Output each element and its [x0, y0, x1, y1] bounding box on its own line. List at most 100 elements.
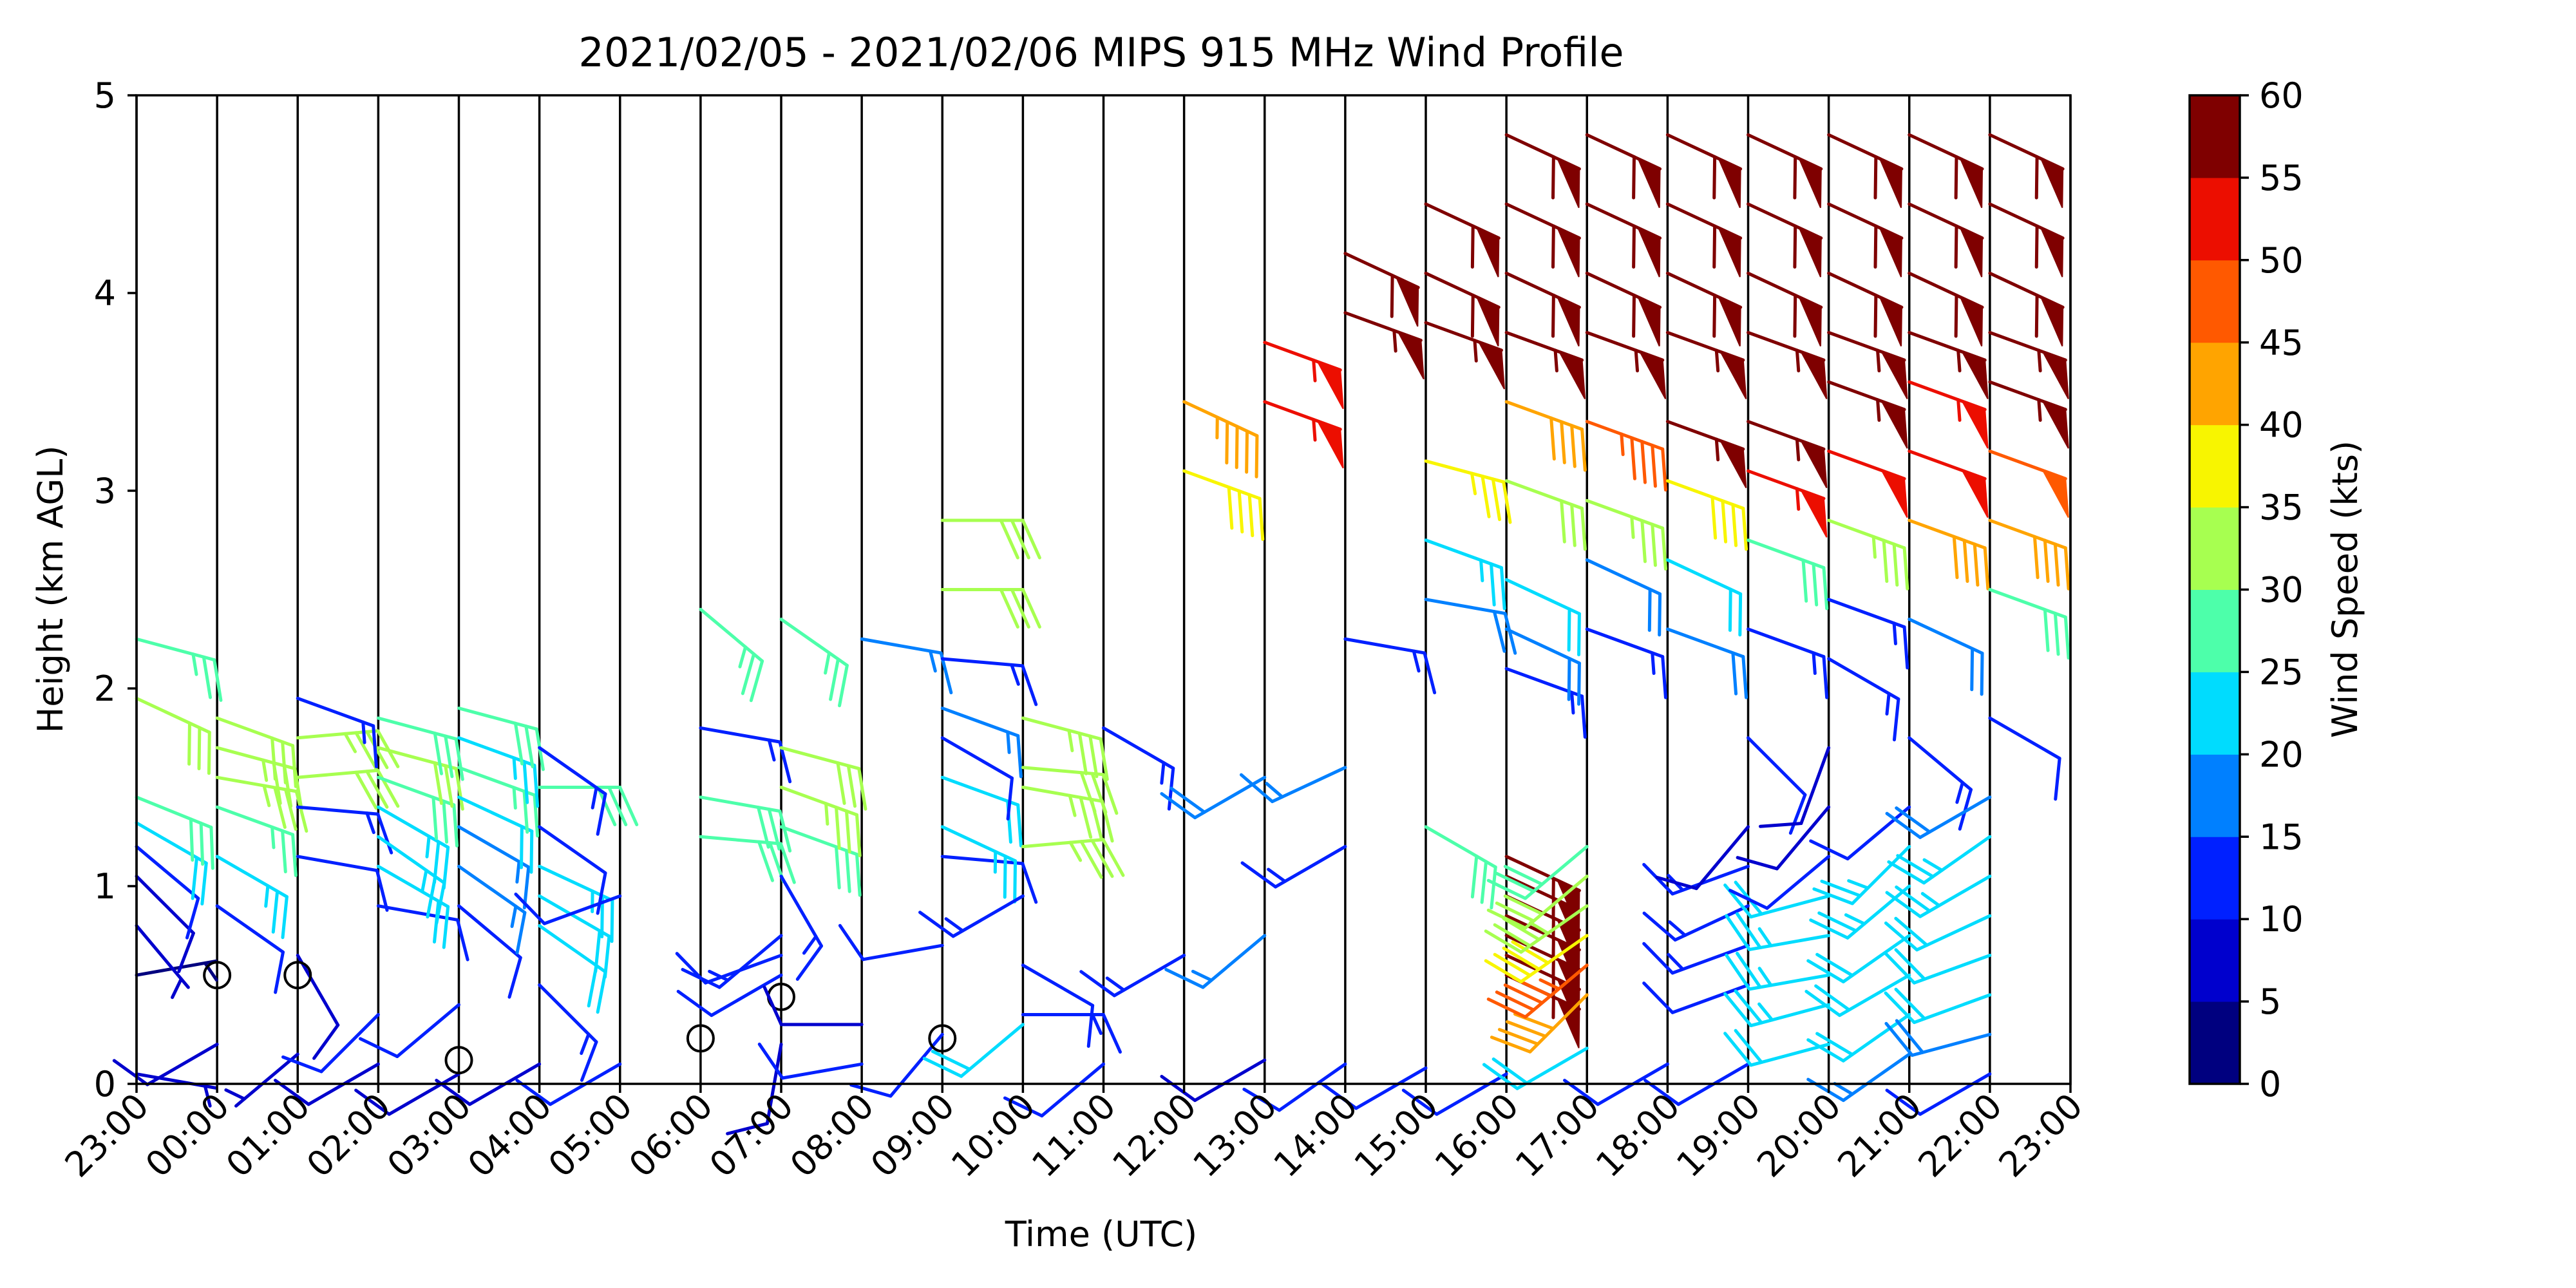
wind-barb — [1021, 766, 1119, 815]
wind-barb — [296, 953, 340, 1060]
x-tick-label: 03:00 — [379, 1086, 479, 1186]
colorbar-segment — [2190, 837, 2240, 920]
wind-barb — [358, 1003, 460, 1059]
wind-barb — [1887, 835, 1992, 885]
colorbar-tick-label: 45 — [2259, 323, 2304, 363]
calm-wind-circle — [283, 961, 312, 990]
wind-barb — [1160, 1058, 1267, 1103]
wind-barb — [699, 795, 792, 853]
wind-barb — [1182, 400, 1259, 478]
wind-barb — [135, 845, 200, 940]
wind-barb — [779, 825, 862, 897]
x-tick-label: 22:00 — [1910, 1086, 2010, 1186]
colorbar-tick-label: 20 — [2259, 734, 2304, 775]
wind-barb — [1665, 479, 1748, 551]
wind-barb — [1504, 479, 1587, 551]
colorbar-tick-label: 5 — [2259, 981, 2281, 1022]
wind-barb — [1806, 934, 1911, 983]
wind-barb — [1723, 1028, 1831, 1067]
wind-barb — [940, 825, 1018, 904]
colorbar-tick-label: 30 — [2259, 570, 2304, 611]
wind-barb — [1809, 805, 1911, 861]
wind-barb — [1988, 588, 2070, 660]
wind-barb — [296, 855, 389, 912]
wind-barb — [1747, 271, 1823, 346]
wind-barb — [1504, 202, 1581, 278]
wind-barb — [135, 923, 190, 999]
wind-barb — [457, 825, 531, 910]
wind-barb — [1182, 469, 1265, 541]
wind-barb — [1988, 271, 2065, 346]
wind-barb — [1343, 252, 1420, 327]
wind-barb — [1884, 948, 1992, 985]
x-tick-label: 17:00 — [1508, 1086, 1607, 1186]
wind-barb — [1585, 271, 1662, 346]
wind-barb — [538, 894, 611, 979]
x-tick-label: 08:00 — [782, 1086, 882, 1186]
wind-barb — [1908, 518, 1990, 591]
wind-barb — [1504, 330, 1586, 399]
wind-barb — [1885, 795, 1992, 839]
wind-barb — [1263, 341, 1344, 410]
wind-barb — [457, 766, 540, 838]
colorbar-segment — [2190, 1001, 2240, 1084]
colorbar-tick-label: 55 — [2259, 158, 2304, 198]
wind-barb — [1908, 133, 1984, 209]
wind-barb — [112, 1043, 219, 1086]
wind-barb — [224, 1052, 299, 1108]
chart-title: 2021/02/05 - 2021/02/06 MIPS 915 MHz Win… — [578, 29, 1624, 76]
wind-barb — [1758, 746, 1831, 828]
wind-barb — [762, 985, 864, 1027]
wind-barb — [1424, 459, 1512, 524]
wind-barb — [1885, 1072, 1992, 1116]
wind-barb — [1884, 914, 1992, 952]
wind-barb — [940, 706, 1023, 779]
wind-barb — [1504, 133, 1581, 209]
wind-barb — [1585, 202, 1662, 278]
wind-barb — [1484, 934, 1589, 983]
colorbar-label: Wind Speed (kts) — [2325, 440, 2365, 738]
calm-wind-circle — [928, 1024, 957, 1053]
wind-barb — [1988, 716, 2061, 801]
y-tick-label: 0 — [94, 1064, 116, 1104]
wind-barb — [296, 805, 393, 855]
wind-barb — [1504, 271, 1581, 346]
colorbar-segment — [2190, 95, 2240, 178]
wind-barb — [1747, 627, 1829, 699]
wind-barb — [1585, 498, 1667, 571]
wind-barb — [1242, 1062, 1347, 1112]
wind-barb — [1021, 963, 1095, 1048]
wind-barb — [1585, 558, 1662, 637]
wind-barb — [1747, 202, 1823, 278]
wind-barb — [1642, 942, 1750, 975]
wind-barb — [779, 746, 867, 811]
wind-barb — [215, 904, 285, 994]
wind-barb — [135, 821, 208, 906]
wind-barb — [1079, 953, 1186, 998]
wind-barb — [1490, 993, 1589, 1054]
wind-barb — [1665, 558, 1743, 637]
wind-barb — [215, 716, 298, 788]
wind-barb — [1723, 989, 1831, 1028]
calm-wind-circle — [203, 961, 232, 990]
wind-barb — [1263, 400, 1344, 469]
colorbar-segment — [2190, 754, 2240, 837]
wind-barb — [757, 1042, 864, 1080]
wind-barb — [922, 1023, 1025, 1078]
colorbar-segment — [2190, 672, 2240, 755]
wind-barb — [376, 716, 464, 781]
y-tick-label: 4 — [94, 273, 116, 314]
y-tick-label: 1 — [94, 866, 116, 907]
wind-barb — [1424, 202, 1501, 278]
colorbar-segment — [2190, 589, 2240, 672]
wind-barb — [1725, 951, 1831, 991]
wind-barb — [779, 786, 862, 858]
wind-barb — [1164, 934, 1267, 989]
wind-barb — [1827, 598, 1909, 670]
colorbar-tick-label: 35 — [2259, 488, 2304, 528]
wind-barb — [1747, 469, 1828, 538]
wind-barb — [1665, 330, 1747, 399]
wind-barb — [1747, 736, 1807, 835]
wind-barb — [1747, 538, 1829, 611]
